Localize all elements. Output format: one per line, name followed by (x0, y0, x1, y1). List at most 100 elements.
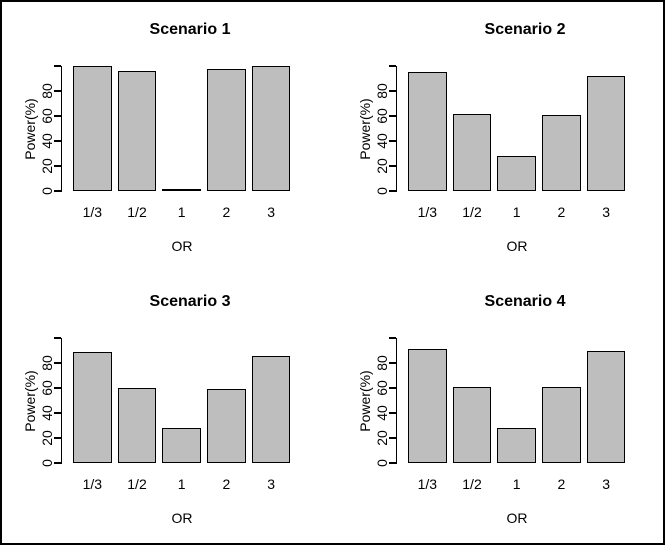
x-tick-label: 2 (557, 204, 566, 220)
y-tick (388, 387, 396, 389)
x-tick-label: 1 (512, 476, 521, 492)
bar-or-1 (162, 189, 201, 191)
x-tick-label: 1 (512, 204, 521, 220)
bar-or-2 (542, 114, 581, 191)
y-axis (395, 338, 397, 464)
bar-or-1-2 (452, 386, 492, 463)
x-axis-title: OR (171, 510, 193, 526)
chart-title: Scenario 3 (149, 293, 231, 310)
bar-or-1 (162, 428, 201, 463)
bar-or-3 (251, 355, 291, 463)
panel-scenario-1: Scenario 1 0 20 40 60 80 Power(%) 1/3 1/2 1 2 3 OR (2, 2, 332, 274)
y-tick-label: 40 (374, 133, 390, 149)
bar-or-1-3 (408, 72, 447, 191)
x-axis-title: OR (506, 238, 528, 254)
x-tick-label: 1/2 (127, 204, 147, 220)
y-tick (388, 115, 396, 117)
y-tick-label: 60 (374, 108, 390, 124)
y-tick (53, 437, 61, 439)
y-axis (60, 66, 62, 192)
y-tick-label: 80 (39, 355, 55, 371)
x-tick-label: 1/2 (462, 476, 482, 492)
y-tick (53, 190, 61, 192)
y-tick (53, 90, 61, 92)
y-tick (388, 190, 396, 192)
y-tick-label: 80 (374, 83, 390, 99)
x-tick-label: 1/2 (127, 476, 147, 492)
bar-or-1 (497, 428, 536, 463)
y-tick (53, 462, 61, 464)
x-tick-label: 2 (222, 204, 231, 220)
y-tick (388, 362, 396, 364)
bar-or-3 (251, 66, 291, 191)
panel-scenario-3: Scenario 3 0 20 40 60 80 Power(%) 1/3 1/2 1 2 3 OR (2, 274, 332, 543)
y-tick-label: 60 (374, 380, 390, 396)
y-tick (53, 362, 61, 364)
y-tick-label: 40 (39, 133, 55, 149)
bar-or-3 (586, 350, 626, 463)
y-tick (388, 165, 396, 167)
y-tick-label: 20 (374, 158, 390, 174)
bar-or-1-3 (408, 349, 447, 463)
y-axis (395, 66, 397, 192)
y-tick (388, 412, 396, 414)
bar-or-1-3 (73, 66, 112, 191)
x-tick-label: 3 (602, 204, 610, 220)
y-tick-label: 20 (39, 158, 55, 174)
panel-scenario-4: Scenario 4 0 20 40 60 80 Power(%) 1/3 1/2 1 2 3 OR (337, 274, 663, 543)
y-tick (388, 437, 396, 439)
y-tick-label: 0 (39, 459, 55, 467)
y-tick-label: 80 (374, 355, 390, 371)
x-tick-label: 1 (177, 204, 186, 220)
x-tick-label: 1/3 (417, 204, 438, 220)
x-tick-label: 3 (602, 476, 610, 492)
y-tick (53, 140, 61, 142)
panel-scenario-2: Scenario 2 0 20 40 60 80 Power(%) 1/3 1/2 1 2 3 OR (337, 2, 663, 274)
y-tick (388, 140, 396, 142)
y-axis-title: Power(%) (22, 369, 38, 432)
bar-or-1 (497, 156, 536, 191)
y-axis (60, 338, 62, 464)
y-tick-label: 60 (39, 380, 55, 396)
x-tick-label: 2 (222, 476, 231, 492)
y-tick-label: 0 (374, 459, 390, 467)
bar-or-1-2 (117, 388, 157, 463)
y-axis-title: Power(%) (357, 369, 373, 432)
y-tick-label: 20 (374, 430, 390, 446)
bar-or-2 (207, 389, 246, 463)
x-tick-label: 1/2 (462, 204, 482, 220)
y-tick-label: 60 (39, 108, 55, 124)
y-axis-title: Power(%) (357, 97, 373, 160)
bar-or-1-3 (73, 351, 112, 463)
x-tick-label: 1/3 (417, 476, 438, 492)
bar-or-1-2 (452, 113, 492, 191)
y-axis-title: Power(%) (22, 97, 38, 160)
y-tick (53, 165, 61, 167)
x-tick-label: 3 (267, 476, 275, 492)
y-tick (388, 462, 396, 464)
y-tick (388, 65, 396, 67)
x-tick-label: 1/3 (82, 204, 103, 220)
x-axis-title: OR (506, 510, 528, 526)
y-tick (53, 387, 61, 389)
y-tick (53, 65, 61, 67)
y-tick-label: 40 (39, 405, 55, 421)
chart-title: Scenario 1 (149, 21, 231, 38)
bar-or-2 (542, 386, 581, 463)
y-tick (53, 412, 61, 414)
bar-or-1-2 (117, 71, 157, 191)
y-tick-label: 0 (39, 187, 55, 195)
y-tick-label: 80 (39, 83, 55, 99)
y-tick (53, 115, 61, 117)
chart-title: Scenario 4 (484, 293, 566, 310)
y-tick (53, 337, 61, 339)
y-tick (388, 90, 396, 92)
y-tick-label: 20 (39, 430, 55, 446)
x-axis-title: OR (171, 238, 193, 254)
x-tick-label: 3 (267, 204, 275, 220)
y-tick (388, 337, 396, 339)
x-tick-label: 2 (557, 476, 566, 492)
chart-title: Scenario 2 (484, 21, 566, 38)
x-tick-label: 1/3 (82, 476, 103, 492)
